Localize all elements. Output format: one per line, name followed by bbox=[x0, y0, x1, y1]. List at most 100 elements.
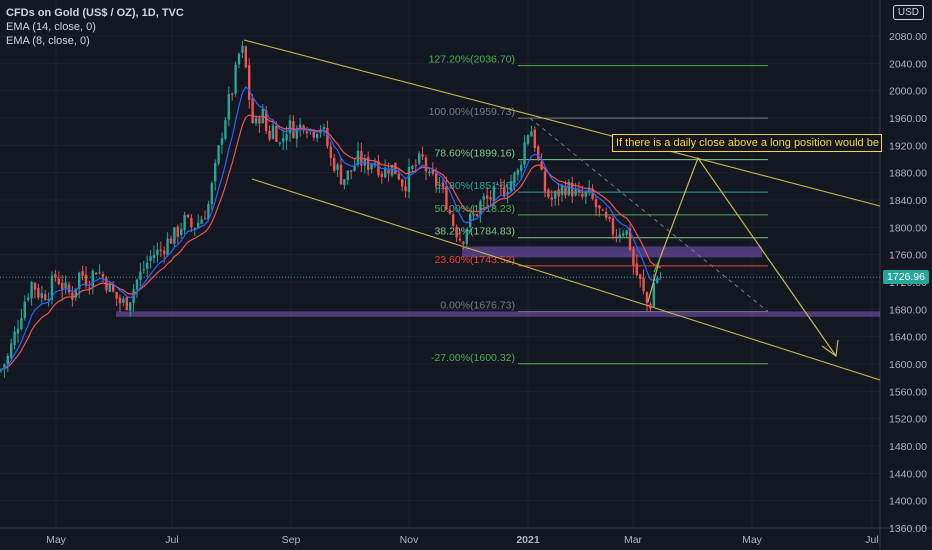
chart-note[interactable]: If there is a daily close above a long p… bbox=[612, 134, 882, 152]
candle-body bbox=[605, 211, 608, 218]
price-axis: 1360.00 1400.00 1440.00 1480.00 1520.00 1560.… bbox=[889, 31, 927, 535]
candle-body bbox=[251, 98, 254, 123]
candle-body bbox=[258, 118, 261, 124]
candle-body bbox=[591, 188, 594, 199]
candle-body bbox=[220, 138, 224, 145]
candle-body bbox=[608, 216, 611, 219]
candle-body bbox=[336, 164, 339, 170]
candle-body bbox=[248, 65, 251, 100]
candle-body bbox=[441, 183, 445, 188]
candle-body bbox=[78, 272, 81, 289]
candle-body bbox=[567, 181, 570, 196]
candle-body bbox=[40, 293, 43, 298]
candle-body bbox=[353, 166, 356, 171]
candle-body bbox=[3, 364, 6, 370]
candle-body bbox=[339, 164, 343, 185]
candle-body bbox=[67, 284, 71, 293]
candle-body bbox=[142, 269, 145, 271]
candle-body bbox=[6, 355, 9, 365]
ema14-label[interactable]: EMA (14, close, 0) bbox=[6, 21, 96, 33]
candle-body bbox=[421, 154, 424, 157]
candle-body bbox=[186, 214, 190, 217]
candle-body bbox=[13, 331, 16, 345]
candle-body bbox=[156, 249, 159, 256]
candle-body bbox=[554, 191, 557, 199]
candle-body bbox=[10, 343, 13, 358]
candle-body bbox=[88, 287, 91, 289]
fib-label: 50.00%(1818.23) bbox=[434, 203, 515, 215]
candle-body bbox=[452, 214, 455, 226]
candle-body bbox=[649, 303, 652, 309]
candle-body bbox=[30, 282, 33, 299]
candle-body bbox=[33, 282, 37, 290]
candle-body bbox=[203, 218, 207, 220]
candle-body bbox=[37, 288, 40, 298]
candle-body bbox=[465, 229, 468, 244]
resistance-zone bbox=[462, 246, 762, 258]
chart-legend: CFDs on Gold (US$ / OZ), 1D, TVC EMA (14… bbox=[6, 6, 184, 48]
candle-body bbox=[47, 299, 50, 301]
small-up-arrow bbox=[653, 257, 661, 273]
candle-body bbox=[231, 93, 234, 95]
candle-body bbox=[557, 189, 560, 197]
y-tick-label: 1560.00 bbox=[889, 386, 927, 398]
y-tick-label: 1960.00 bbox=[889, 113, 927, 125]
candle-body bbox=[560, 185, 564, 195]
candle-body bbox=[526, 135, 530, 144]
candle-body bbox=[370, 163, 373, 170]
currency-button[interactable]: USD bbox=[892, 5, 924, 20]
candle-body bbox=[462, 241, 465, 244]
candle-body bbox=[642, 278, 645, 292]
candle-body bbox=[343, 179, 346, 186]
candle-body bbox=[479, 201, 482, 216]
candle-body bbox=[639, 274, 642, 279]
candle-body bbox=[543, 171, 547, 192]
candle-body bbox=[108, 283, 111, 292]
candle-body bbox=[601, 209, 604, 211]
candle-body bbox=[428, 171, 431, 174]
x-tick-label: Jul bbox=[165, 534, 178, 546]
fibonacci-levels: 127.20%(2036.70) 100.00%(1959.73) 78.60%(1… bbox=[0, 54, 880, 365]
candle-body bbox=[326, 128, 329, 147]
candle-body bbox=[530, 131, 533, 137]
candle-body bbox=[438, 184, 441, 186]
candle-body bbox=[169, 238, 173, 244]
candle-body bbox=[135, 279, 139, 290]
channel-upper bbox=[243, 39, 881, 207]
candle-body bbox=[163, 250, 166, 254]
candle-body bbox=[520, 164, 523, 171]
candle-body bbox=[299, 124, 302, 130]
candle-body bbox=[271, 125, 275, 139]
y-tick-label: 1360.00 bbox=[889, 523, 927, 535]
candle-body bbox=[50, 275, 54, 300]
candle-body bbox=[499, 184, 502, 187]
fib-diagonal bbox=[529, 117, 769, 312]
candle-body bbox=[91, 270, 94, 287]
y-tick-label: 1480.00 bbox=[889, 441, 927, 453]
candle-body bbox=[333, 157, 336, 171]
candle-body bbox=[632, 248, 635, 266]
candle-body bbox=[214, 163, 217, 182]
candle-body bbox=[20, 318, 23, 329]
symbol-title[interactable]: CFDs on Gold (US$ / OZ), 1D, TVC bbox=[6, 7, 184, 19]
candle-body bbox=[659, 276, 662, 278]
ema8-label[interactable]: EMA (8, close, 0) bbox=[6, 35, 90, 47]
candle-body bbox=[635, 263, 638, 276]
candle-body bbox=[625, 230, 628, 235]
candle-body bbox=[84, 274, 88, 287]
candle-body bbox=[404, 186, 407, 192]
channel-lower bbox=[251, 178, 881, 381]
candle-body bbox=[622, 233, 625, 236]
fib-label: 127.20%(2036.70) bbox=[429, 54, 515, 66]
candle-body bbox=[74, 288, 77, 298]
ema-lines bbox=[0, 85, 661, 370]
x-tick-label: May bbox=[742, 534, 763, 546]
fib-label: 38.20%(1784.83) bbox=[434, 226, 515, 238]
candle-body bbox=[61, 283, 64, 290]
y-tick-label: 1440.00 bbox=[889, 468, 927, 480]
candle-body bbox=[482, 196, 485, 200]
candle-body bbox=[581, 193, 584, 197]
candle-body bbox=[537, 146, 540, 160]
candle-body bbox=[112, 285, 115, 292]
